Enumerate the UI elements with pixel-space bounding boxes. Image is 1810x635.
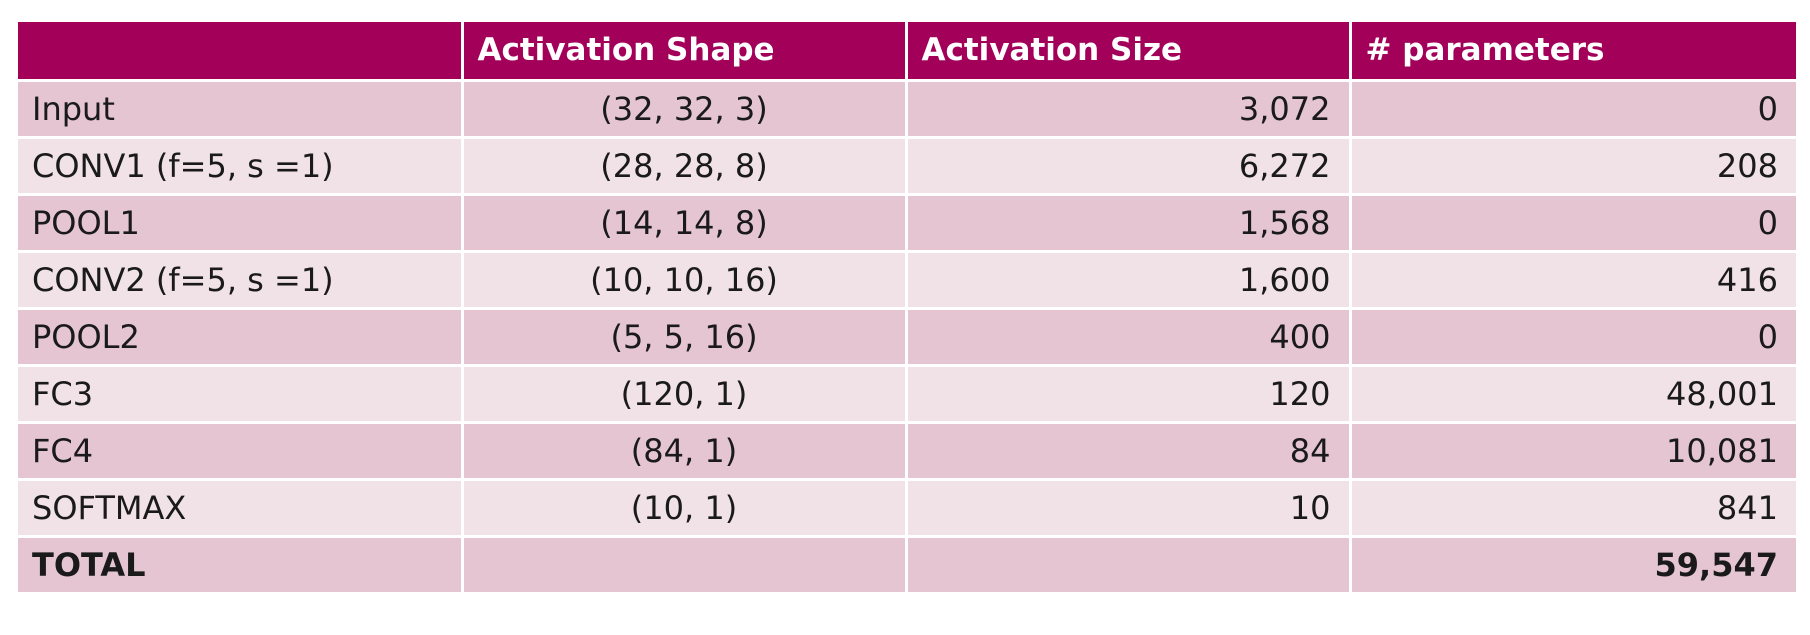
- cell-size: 1,600: [906, 251, 1352, 310]
- cell-layer: SOFTMAX: [18, 479, 464, 538]
- table-row: Input (32, 32, 3) 3,072 0: [18, 80, 1796, 139]
- cell-size: 400: [906, 308, 1352, 367]
- cell-params: 0: [1350, 80, 1796, 139]
- table-row: FC4 (84, 1) 84 10,081: [18, 422, 1796, 481]
- table-header-row: Activation Shape Activation Size # param…: [18, 22, 1796, 82]
- table-row: POOL2 (5, 5, 16) 400 0: [18, 308, 1796, 367]
- cell-shape: (32, 32, 3): [462, 80, 908, 139]
- cell-layer: POOL1: [18, 194, 464, 253]
- cnn-parameter-table: Activation Shape Activation Size # param…: [18, 22, 1796, 595]
- cell-shape: (84, 1): [462, 422, 908, 481]
- cell-size: 3,072: [906, 80, 1352, 139]
- cell-params: 0: [1350, 194, 1796, 253]
- total-row: TOTAL 59,547: [18, 536, 1796, 595]
- header-activation-shape: Activation Shape: [462, 22, 908, 82]
- cell-shape: (28, 28, 8): [462, 137, 908, 196]
- cell-size: 1,568: [906, 194, 1352, 253]
- cell-size: 84: [906, 422, 1352, 481]
- header-layer: [18, 22, 464, 82]
- cell-size: 6,272: [906, 137, 1352, 196]
- cell-size: 10: [906, 479, 1352, 538]
- cell-layer: CONV2 (f=5, s =1): [18, 251, 464, 310]
- cell-params: 0: [1350, 308, 1796, 367]
- cell-layer: Input: [18, 80, 464, 139]
- total-size: [906, 536, 1352, 595]
- cell-layer: FC3: [18, 365, 464, 424]
- cell-layer: FC4: [18, 422, 464, 481]
- cell-params: 416: [1350, 251, 1796, 310]
- cell-shape: (10, 10, 16): [462, 251, 908, 310]
- cell-shape: (14, 14, 8): [462, 194, 908, 253]
- cell-shape: (5, 5, 16): [462, 308, 908, 367]
- cell-layer: POOL2: [18, 308, 464, 367]
- header-parameters: # parameters: [1350, 22, 1796, 82]
- table-row: FC3 (120, 1) 120 48,001: [18, 365, 1796, 424]
- cell-layer: CONV1 (f=5, s =1): [18, 137, 464, 196]
- cell-size: 120: [906, 365, 1352, 424]
- cell-params: 48,001: [1350, 365, 1796, 424]
- total-label: TOTAL: [18, 536, 464, 595]
- table-row: POOL1 (14, 14, 8) 1,568 0: [18, 194, 1796, 253]
- cell-params: 841: [1350, 479, 1796, 538]
- cell-params: 10,081: [1350, 422, 1796, 481]
- cell-shape: (120, 1): [462, 365, 908, 424]
- table-row: SOFTMAX (10, 1) 10 841: [18, 479, 1796, 538]
- total-shape: [462, 536, 908, 595]
- total-params: 59,547: [1350, 536, 1796, 595]
- cell-params: 208: [1350, 137, 1796, 196]
- table-row: CONV2 (f=5, s =1) (10, 10, 16) 1,600 416: [18, 251, 1796, 310]
- table-row: CONV1 (f=5, s =1) (28, 28, 8) 6,272 208: [18, 137, 1796, 196]
- cell-shape: (10, 1): [462, 479, 908, 538]
- header-activation-size: Activation Size: [906, 22, 1352, 82]
